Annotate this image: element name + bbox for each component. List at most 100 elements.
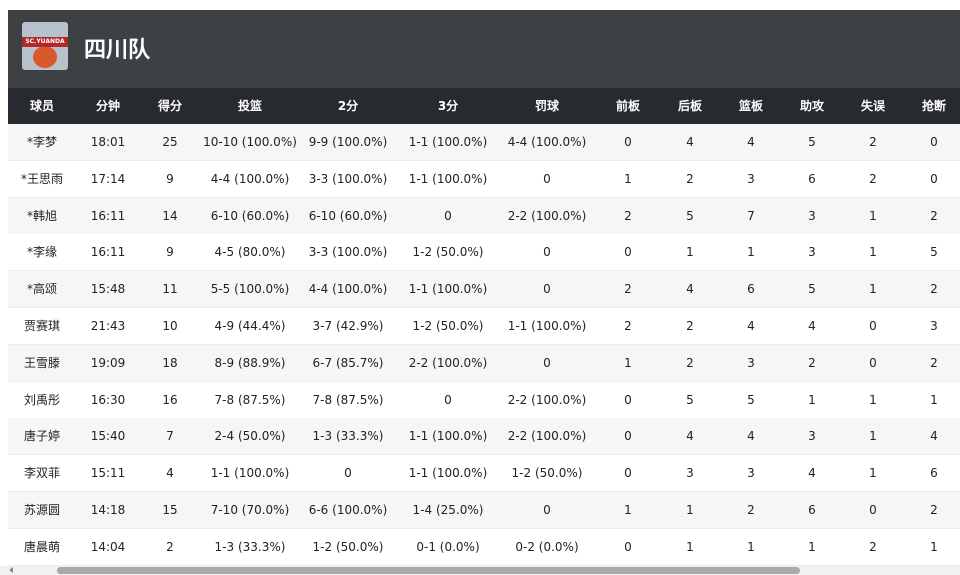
- stat-cell: 7: [747, 208, 755, 223]
- stat-cell: 7-8 (87.5%): [312, 392, 384, 407]
- player-name: *王思雨: [20, 171, 63, 186]
- stat-cell: 4: [747, 319, 755, 333]
- logo-text: SC.YUANDA: [22, 37, 68, 47]
- table-row: 李双菲 15:11 4 1-1 (100.0%) 0 1-1 (100.0%) 1-2 (5…: [8, 455, 960, 493]
- stat-cell: 3: [747, 466, 755, 481]
- table-row: *韩旭 16:11 14 6-10 (60.0%) 6-10 (60.0%) 0 2-2 (…: [8, 197, 960, 235]
- stat-cell: 1: [747, 245, 755, 260]
- stat-cell: 4: [686, 135, 694, 149]
- stat-cell: 2: [624, 282, 632, 297]
- stat-cell: 0: [869, 319, 877, 333]
- stat-cell: 1-3 (33.3%): [312, 429, 384, 444]
- stat-cell: 0: [543, 503, 551, 517]
- stat-cell: 7-10 (70.0%): [210, 503, 290, 517]
- stat-cell: 2: [930, 282, 938, 297]
- stat-cell: 1-3 (33.3%): [214, 539, 286, 554]
- stat-cell: 2: [686, 171, 694, 186]
- stat-cell: 6: [808, 503, 816, 517]
- stat-cell: 14:04: [90, 539, 126, 554]
- stat-cell: 1-2 (50.0%): [412, 319, 484, 333]
- stat-cell: 2: [930, 503, 938, 517]
- column-header: 抢断: [921, 99, 946, 113]
- stat-cell: 0-1 (0.0%): [416, 539, 480, 554]
- stat-cell: 15: [162, 503, 178, 517]
- stat-cell: 6-10 (60.0%): [308, 208, 388, 223]
- scroll-left-arrow[interactable]: [9, 567, 13, 573]
- table-row: 贾赛琪 21:43 10 4-9 (44.4%) 3-7 (42.9%) 1-2 (50.…: [8, 308, 960, 345]
- stat-cell: 0: [869, 503, 877, 517]
- column-header: 篮板: [738, 99, 763, 113]
- stat-cell: 2: [869, 171, 877, 186]
- player-name: *李缘: [26, 245, 57, 260]
- stat-cell: 1: [686, 539, 694, 554]
- stat-cell: 2: [930, 355, 938, 370]
- stat-cell: 11: [162, 282, 178, 297]
- stat-cell: 16:11: [90, 245, 126, 260]
- stat-cell: 6: [808, 171, 816, 186]
- stat-cell: 1: [808, 539, 816, 554]
- stat-cell: 15:48: [90, 282, 126, 297]
- horizontal-scrollbar[interactable]: [0, 566, 960, 575]
- stat-cell: 15:11: [90, 466, 126, 481]
- player-name: 刘禹彤: [23, 392, 60, 407]
- stat-cell: 1: [869, 466, 877, 481]
- stat-cell: 4: [747, 429, 755, 444]
- table-row: 唐子婷 15:40 7 2-4 (50.0%) 1-3 (33.3%) 1-1 (100.…: [8, 418, 960, 456]
- player-name: 苏源圆: [23, 503, 60, 517]
- stat-cell: 0: [869, 355, 877, 370]
- stat-cell: 7-8 (87.5%): [214, 392, 286, 407]
- stat-cell: 4: [747, 135, 755, 149]
- stat-cell: 1: [930, 539, 938, 554]
- stat-cell: 2: [624, 319, 632, 333]
- stat-cell: 2-4 (50.0%): [214, 429, 286, 444]
- stat-cell: 1-1 (100.0%): [210, 466, 290, 481]
- stat-cell: 1: [930, 392, 938, 407]
- stat-cell: 1: [624, 171, 632, 186]
- player-name: 贾赛琪: [23, 319, 60, 333]
- scroll-thumb[interactable]: [57, 567, 800, 574]
- stat-cell: 16:30: [90, 392, 126, 407]
- stat-cell: 0: [624, 392, 632, 407]
- stat-cell: 0: [624, 539, 632, 554]
- stat-cell: 6: [930, 466, 938, 481]
- stat-cell: 0: [543, 282, 551, 297]
- stat-cell: 10: [162, 319, 178, 333]
- player-name: *高颂: [26, 282, 57, 297]
- stat-cell: 4: [166, 466, 174, 481]
- stat-cell: 3: [808, 208, 816, 223]
- stat-cell: 2-2 (100.0%): [507, 429, 587, 444]
- stat-cell: 3: [808, 245, 816, 260]
- table-row: *高颂 15:48 11 5-5 (100.0%) 4-4 (100.0%) 1-1 (1…: [8, 271, 960, 309]
- stat-cell: 1: [869, 245, 877, 260]
- column-header: 助攻: [799, 99, 824, 113]
- stat-cell: 2: [869, 539, 877, 554]
- stat-cell: 0: [624, 245, 632, 260]
- stat-cell: 4: [930, 429, 938, 444]
- table-row: 刘禹彤 16:30 16 7-8 (87.5%) 7-8 (87.5%) 0 2-2 (10…: [8, 381, 960, 419]
- stat-cell: 1: [686, 503, 694, 517]
- stat-cell: 6-7 (85.7%): [312, 355, 384, 370]
- stat-cell: 2: [166, 539, 174, 554]
- stat-cell: 1: [869, 282, 877, 297]
- stat-cell: 0: [444, 392, 452, 407]
- stat-cell: 0-2 (0.0%): [515, 539, 579, 554]
- column-header: 2分: [337, 99, 359, 113]
- table-row: *李缘 16:11 9 4-5 (80.0%) 3-3 (100.0%) 1-2 (50.…: [8, 234, 960, 272]
- stat-cell: 7: [166, 429, 174, 444]
- stat-cell: 1-1 (100.0%): [507, 319, 587, 333]
- stat-cell: 6-10 (60.0%): [210, 208, 290, 223]
- stat-cell: 1-2 (50.0%): [312, 539, 384, 554]
- stat-cell: 4: [686, 282, 694, 297]
- stat-cell: 1-1 (100.0%): [408, 282, 488, 297]
- stat-cell: 1: [808, 392, 816, 407]
- team-header: SC.YUANDA 四川队: [8, 10, 960, 88]
- stat-cell: 3: [808, 429, 816, 444]
- stat-cell: 4-9 (44.4%): [214, 319, 286, 333]
- stat-cell: 2: [747, 503, 755, 517]
- stat-cell: 3: [747, 171, 755, 186]
- stat-cell: 2: [930, 208, 938, 223]
- stat-cell: 9-9 (100.0%): [308, 135, 388, 149]
- stat-cell: 1-1 (100.0%): [408, 171, 488, 186]
- stat-cell: 0: [624, 135, 632, 149]
